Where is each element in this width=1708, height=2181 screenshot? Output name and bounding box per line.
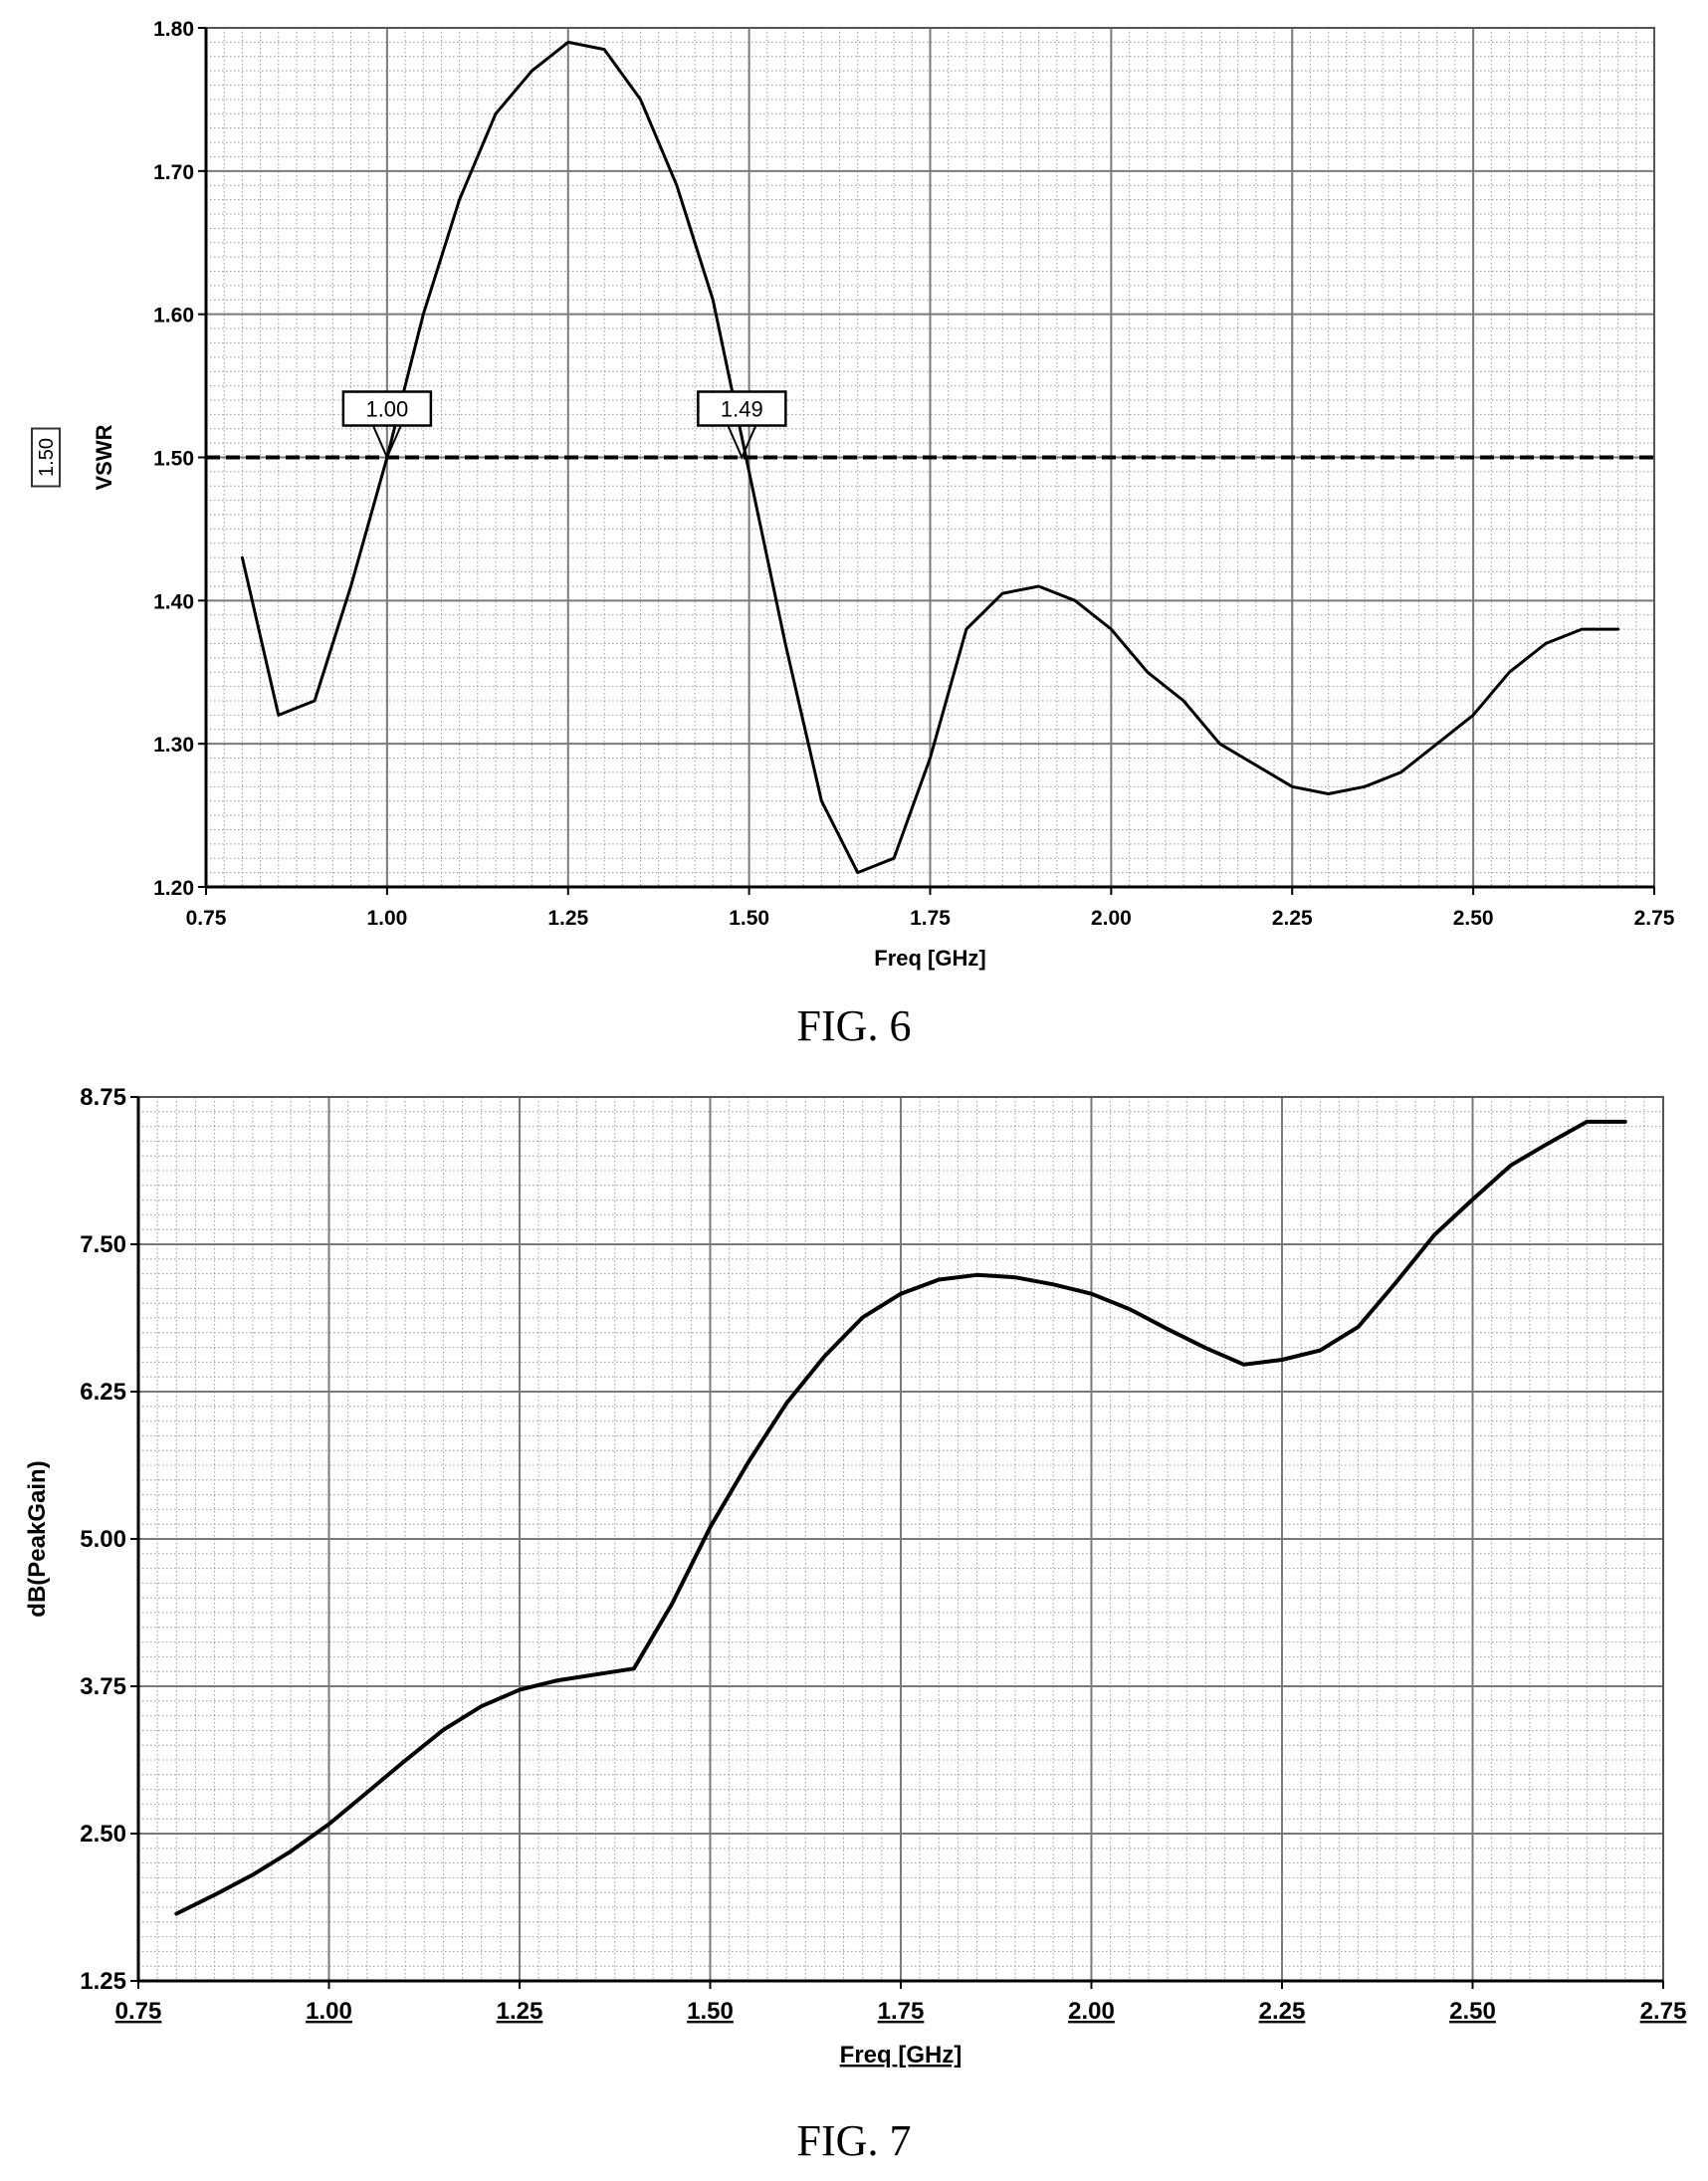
x-axis-title: Freq [GHz] [840,2042,962,2069]
x-tick-label: 0.75 [115,1998,162,2025]
reference-label: 1.50 [36,438,58,477]
x-tick-label: 1.25 [497,1998,543,2025]
x-tick-label: 0.75 [186,907,227,930]
series-line [240,40,1620,875]
x-tick-label: 1.00 [366,907,407,930]
series-line [174,1119,1627,1916]
x-tick-label: 2.75 [1634,907,1675,930]
marker-label: 1.49 [721,397,763,422]
x-tick-label: 2.25 [1272,907,1313,930]
y-tick-label: 1.30 [153,734,194,757]
y-tick-label: 1.40 [153,590,194,613]
y-tick-label: 3.75 [80,1673,126,1700]
y-tick-label: 1.60 [153,305,194,327]
x-tick-label: 2.50 [1453,907,1494,930]
reference-label-box [31,427,61,488]
vswr-chart: 0.75 1.00 1.25 1.50 1.75 2.00 2.25 2.50 2.75 1.20… [31,18,1675,1050]
y-tick-label: 1.25 [80,1968,126,1995]
figure-caption: FIG. 6 [797,1001,912,1050]
y-tick-label: 5.00 [80,1526,126,1553]
marker-box [341,390,433,427]
x-axis-title: Freq [GHz] [874,946,985,971]
x-tick-label: 2.25 [1259,1998,1306,2025]
x-tick-label: 1.25 [547,907,588,930]
y-tick-label: 8.75 [80,1084,126,1111]
y-axis-title: dB(PeakGain) [24,1460,51,1617]
marker-label: 1.00 [365,397,408,422]
marker-pointer [371,425,402,460]
marker-box [697,390,787,427]
peak-gain-chart: 0.75 1.00 1.25 1.50 1.75 2.00 2.25 2.50 2.75 1.25… [24,1084,1686,2165]
y-tick-label: 1.80 [153,18,194,41]
x-tick-label: 1.50 [687,1998,734,2025]
major-grid [138,1097,1663,1981]
marker-pointer [727,425,757,460]
y-tick-label: 7.50 [80,1231,126,1258]
x-tick-label: 2.00 [1068,1998,1115,2025]
x-tick-label: 2.00 [1091,907,1132,930]
x-tick-label: 1.00 [306,1998,352,2025]
y-tick-label: 1.70 [153,161,194,184]
y-tick-label: 1.50 [153,448,194,471]
x-tick-label: 2.50 [1449,1998,1496,2025]
y-axis-title: VSWR [92,424,116,490]
figure-caption: FIG. 7 [797,2116,912,2165]
y-tick-label: 6.25 [80,1379,126,1406]
x-tick-label: 1.50 [729,907,769,930]
minor-grid [206,28,1654,887]
x-tick-label: 1.75 [878,1998,925,2025]
x-tick-label: 2.75 [1640,1998,1687,2025]
x-tick-label: 1.75 [910,907,951,930]
y-tick-label: 2.50 [80,1821,126,1848]
y-tick-label: 1.20 [153,877,194,900]
